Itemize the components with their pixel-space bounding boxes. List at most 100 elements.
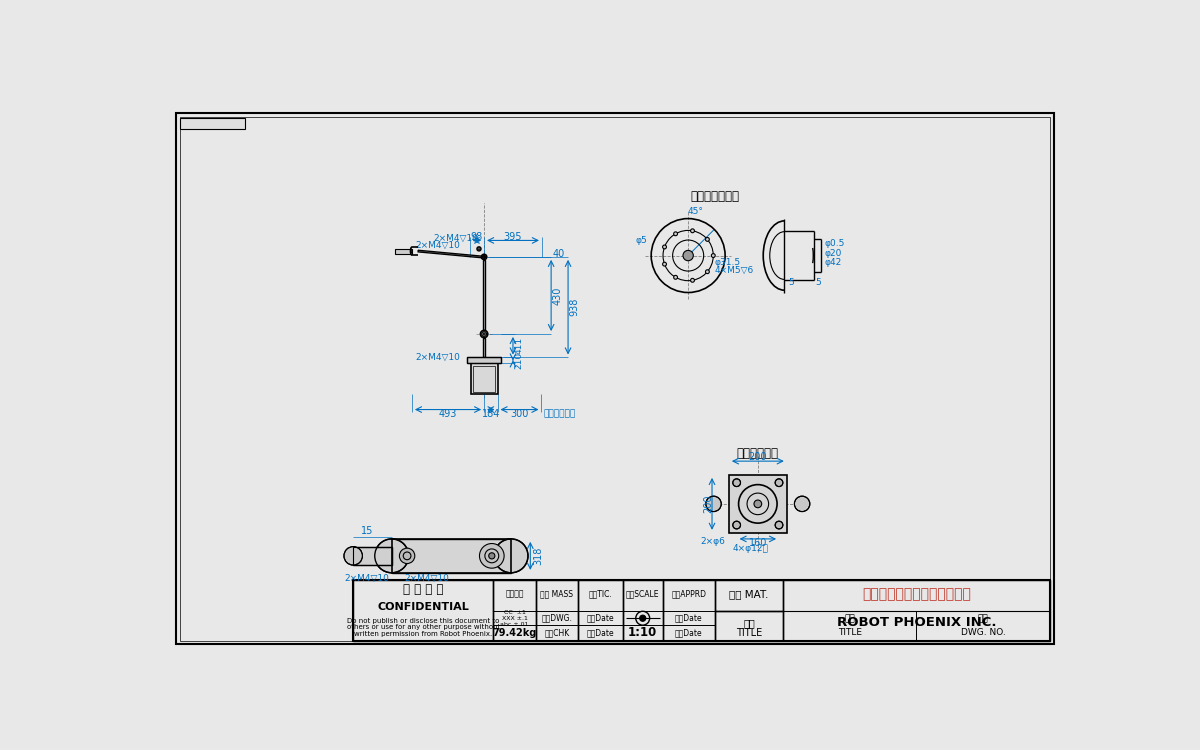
Circle shape xyxy=(481,254,487,260)
Circle shape xyxy=(673,275,678,279)
Text: 318: 318 xyxy=(533,547,542,565)
Circle shape xyxy=(754,500,762,508)
Text: 名称: 名称 xyxy=(743,618,755,628)
Circle shape xyxy=(344,547,362,565)
Text: 日期Date: 日期Date xyxy=(676,614,703,622)
Text: 底座安装尺寸: 底座安装尺寸 xyxy=(737,447,779,460)
Circle shape xyxy=(662,262,666,266)
Circle shape xyxy=(775,478,782,487)
Bar xyxy=(353,580,1050,640)
Text: 184: 184 xyxy=(481,410,500,419)
Text: CONFIDENTIAL: CONFIDENTIAL xyxy=(377,602,469,613)
Text: 200: 200 xyxy=(749,452,767,462)
Text: 411: 411 xyxy=(515,338,523,354)
Circle shape xyxy=(775,521,782,529)
Circle shape xyxy=(488,553,494,559)
Bar xyxy=(180,118,245,128)
Bar xyxy=(578,580,623,640)
Text: 300: 300 xyxy=(510,410,529,419)
Text: 98: 98 xyxy=(470,232,484,242)
Text: 45°: 45° xyxy=(688,207,703,216)
Text: DWG. NO.: DWG. NO. xyxy=(961,628,1006,638)
Text: 2×M4▽10: 2×M4▽10 xyxy=(344,574,390,583)
Polygon shape xyxy=(484,260,485,330)
Bar xyxy=(353,547,391,565)
Bar xyxy=(662,580,715,640)
Text: 395: 395 xyxy=(504,232,522,242)
Circle shape xyxy=(706,496,721,512)
Text: 批准APPRD: 批准APPRD xyxy=(672,590,707,598)
Text: 493: 493 xyxy=(439,410,457,419)
Text: 日期Date: 日期Date xyxy=(587,628,614,638)
Circle shape xyxy=(374,539,409,573)
Text: 法兰盘安装尺寸: 法兰盘安装尺寸 xyxy=(691,190,739,202)
Bar xyxy=(473,366,496,392)
Text: 线缆预留空间: 线缆预留空间 xyxy=(544,410,576,419)
Circle shape xyxy=(480,544,504,568)
Text: written permission from Robot Phoenix.: written permission from Robot Phoenix. xyxy=(354,632,492,638)
Text: φ42: φ42 xyxy=(824,258,841,267)
Text: 938: 938 xyxy=(569,298,580,316)
Text: 机 密 文 件: 机 密 文 件 xyxy=(403,584,444,596)
Text: 2×M4▽10: 2×M4▽10 xyxy=(416,241,461,250)
Circle shape xyxy=(484,256,485,257)
Bar xyxy=(728,475,787,532)
Text: 比例SCALE: 比例SCALE xyxy=(626,590,660,598)
Text: 绘图DWG.: 绘图DWG. xyxy=(541,614,572,622)
Text: 日期Date: 日期Date xyxy=(676,628,703,638)
Text: φ20: φ20 xyxy=(824,248,842,257)
Text: 2×M4▽10: 2×M4▽10 xyxy=(415,352,461,362)
Circle shape xyxy=(733,521,740,529)
Circle shape xyxy=(484,333,485,335)
Bar xyxy=(715,610,782,640)
Text: 重量 MASS: 重量 MASS xyxy=(540,590,574,598)
Text: φ5: φ5 xyxy=(636,236,647,244)
Bar xyxy=(391,539,511,573)
Bar xyxy=(535,580,578,640)
Text: CC  ±1
XXX ±.1
abc ±.01: CC ±1 XXX ±.1 abc ±.01 xyxy=(500,610,529,626)
Text: 200: 200 xyxy=(703,495,713,513)
Bar xyxy=(395,248,412,254)
Text: 工艺TIC.: 工艺TIC. xyxy=(588,590,612,598)
Bar xyxy=(493,580,535,640)
Circle shape xyxy=(673,232,678,236)
Circle shape xyxy=(712,254,715,257)
Text: Do not publish or disclose this document to: Do not publish or disclose this document… xyxy=(347,617,499,623)
Circle shape xyxy=(640,615,646,621)
Bar xyxy=(467,358,502,364)
Circle shape xyxy=(706,238,709,242)
Text: TITLE: TITLE xyxy=(838,628,862,638)
Circle shape xyxy=(690,278,695,282)
Text: 15: 15 xyxy=(361,526,373,536)
Bar xyxy=(353,580,493,640)
Text: 济南翥菲自动化科技有限公司: 济南翥菲自动化科技有限公司 xyxy=(862,587,971,602)
Circle shape xyxy=(690,229,695,232)
Bar xyxy=(353,547,391,565)
Text: 210: 210 xyxy=(515,352,523,369)
Text: 日期Date: 日期Date xyxy=(587,614,614,622)
Text: 4×φ12通: 4×φ12通 xyxy=(733,544,769,553)
Bar xyxy=(715,580,782,610)
Circle shape xyxy=(400,548,415,563)
Circle shape xyxy=(683,251,694,261)
Text: 审核CHK: 审核CHK xyxy=(545,628,570,638)
Text: 2×M4▽10: 2×M4▽10 xyxy=(404,574,449,583)
Text: ROBOT PHOENIX INC.: ROBOT PHOENIX INC. xyxy=(836,616,996,629)
Text: 4×M5▽6: 4×M5▽6 xyxy=(714,266,754,274)
Text: 页数公差: 页数公差 xyxy=(505,590,523,598)
Circle shape xyxy=(794,496,810,512)
Text: 430: 430 xyxy=(552,286,563,304)
Text: 2×φ6: 2×φ6 xyxy=(701,538,725,547)
Text: φ0.5: φ0.5 xyxy=(824,239,845,248)
Text: 材料 MAT.: 材料 MAT. xyxy=(730,590,769,599)
Bar xyxy=(467,358,502,364)
Circle shape xyxy=(476,247,481,251)
Circle shape xyxy=(480,330,487,338)
Circle shape xyxy=(662,245,666,249)
Bar xyxy=(482,338,485,358)
Text: 1:10: 1:10 xyxy=(628,626,658,639)
Bar xyxy=(470,364,498,394)
Bar xyxy=(623,580,662,640)
Text: 图号: 图号 xyxy=(978,614,989,622)
Text: 名称: 名称 xyxy=(845,614,856,622)
